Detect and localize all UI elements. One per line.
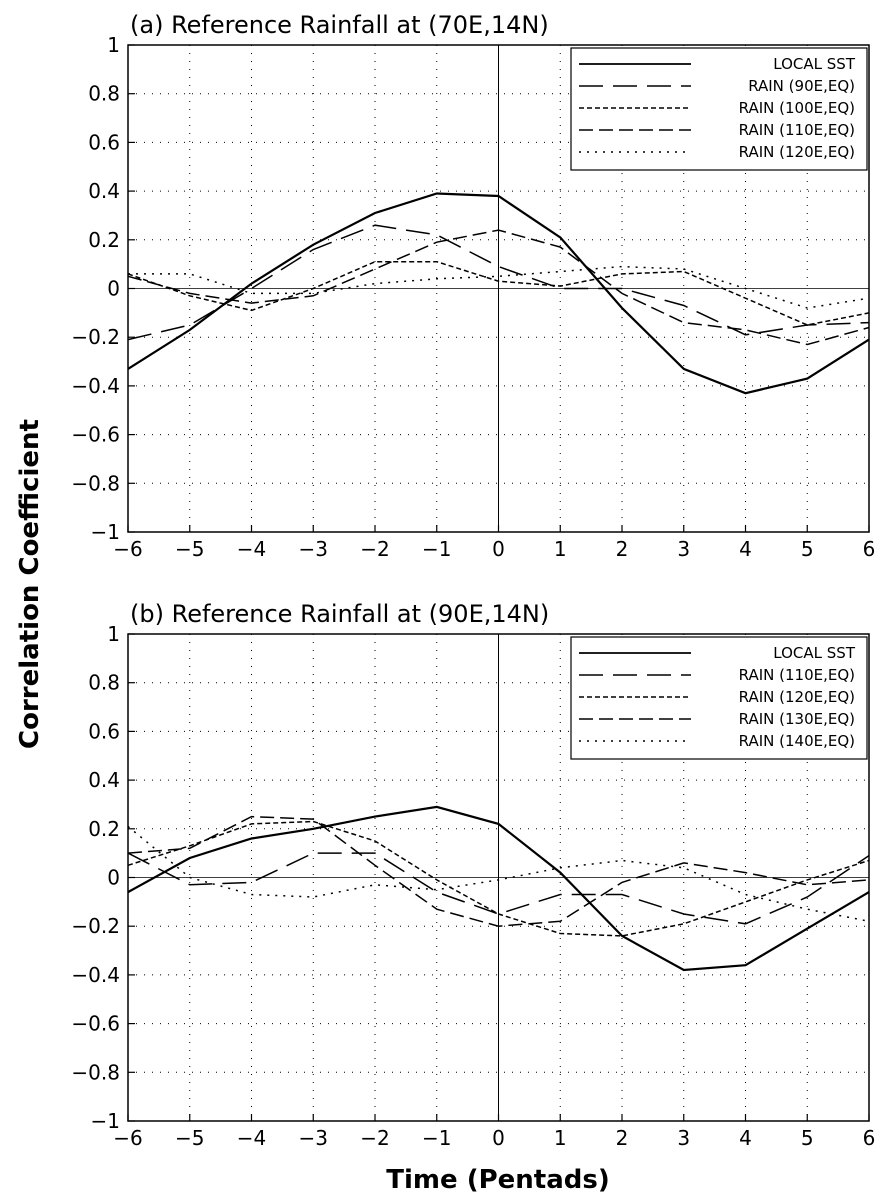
series-line-2	[127, 224, 870, 341]
x-tick-label: 4	[739, 537, 752, 561]
x-tick-label: −3	[299, 537, 328, 561]
legend-label: RAIN (140E,EQ)	[739, 732, 855, 750]
legend-label: RAIN (100E,EQ)	[739, 99, 855, 117]
x-tick-label: −2	[360, 1126, 389, 1150]
y-tick-label: −0.8	[71, 1060, 120, 1084]
x-tick-label: 2	[616, 537, 629, 561]
series-line-4	[127, 815, 870, 927]
y-tick-label: −1	[91, 520, 120, 544]
legend-label: LOCAL SST	[773, 55, 856, 73]
series-line-4	[127, 229, 870, 346]
series-line-3	[127, 260, 870, 326]
x-tick-label: 3	[677, 537, 690, 561]
x-tick-label: −4	[237, 1126, 266, 1150]
x-tick-label: 4	[739, 1126, 752, 1150]
x-axis-title: Time (Pentads)	[386, 1165, 609, 1195]
y-tick-label: 0	[107, 277, 120, 301]
y-tick-label: −0.2	[71, 325, 120, 349]
x-tick-label: 5	[801, 1126, 814, 1150]
y-tick-label: −0.6	[71, 1012, 120, 1036]
series-line-5	[127, 825, 870, 923]
y-tick-label: 0.2	[88, 817, 120, 841]
y-tick-label: 1	[107, 33, 120, 57]
legend-box	[570, 47, 868, 171]
series-line-1	[127, 192, 870, 395]
x-tick-label: −4	[237, 537, 266, 561]
y-tick-label: −0.4	[71, 374, 120, 398]
legend-label: RAIN (90E,EQ)	[748, 77, 855, 95]
panel-a: −6 −5 −4 −3 −2 −1 0 1 2 3 4 5 6 −1 −0.8 −0.6 −0.4 −0.2 0 0.…	[71, 11, 875, 561]
x-tick-label: 5	[801, 537, 814, 561]
y-tick-label: 0.8	[88, 82, 120, 106]
series-line-1	[127, 805, 870, 972]
x-tick-label: 0	[492, 1126, 505, 1150]
x-tick-label: 6	[863, 1126, 875, 1150]
x-tick-label: 3	[677, 1126, 690, 1150]
y-tick-label: 0.4	[88, 179, 120, 203]
x-tick-label: −6	[113, 537, 142, 561]
series-line-2	[127, 852, 870, 925]
y-tick-label: 0.4	[88, 768, 120, 792]
y-axis-title: Correlation Coefficient	[15, 419, 45, 749]
y-tick-label: 0.8	[88, 671, 120, 695]
legend-label: RAIN (110E,EQ)	[739, 666, 855, 684]
y-tick-label: 1	[107, 622, 120, 646]
x-tick-label: −6	[113, 1126, 142, 1150]
y-tick-label: −0.8	[71, 471, 120, 495]
series-line-5	[128, 265, 870, 309]
legend-label: LOCAL SST	[773, 644, 856, 662]
y-tick-label: −0.6	[71, 423, 120, 447]
y-tick-label: 0.6	[88, 719, 120, 743]
x-tick-label: −1	[422, 537, 451, 561]
panel-b: −6 −5 −4 −3 −2 −1 0 1 2 3 4 5 6 −1 −0.8 −0.6 −0.4 −0.2 0 0.…	[71, 600, 875, 1150]
x-tick-label: −5	[175, 537, 204, 561]
y-tick-label: 0.6	[88, 130, 120, 154]
x-tick-label: 1	[554, 537, 567, 561]
x-tick-label: −2	[360, 537, 389, 561]
y-tick-label: −0.2	[71, 914, 120, 938]
x-tick-label: 0	[492, 537, 505, 561]
legend-label: RAIN (110E,EQ)	[739, 121, 855, 139]
y-tick-label: 0.2	[88, 228, 120, 252]
series-line-3	[127, 820, 870, 937]
x-tick-label: 2	[616, 1126, 629, 1150]
x-tick-label: −1	[422, 1126, 451, 1150]
y-tick-label: −0.4	[71, 963, 120, 987]
chart-title: (a) Reference Rainfall at (70E,14N)	[130, 11, 549, 39]
y-tick-label: 0	[107, 866, 120, 890]
legend-label: RAIN (130E,EQ)	[739, 710, 855, 728]
x-tick-label: −3	[299, 1126, 328, 1150]
legend-box	[570, 636, 868, 760]
legend-label: RAIN (120E,EQ)	[739, 688, 855, 706]
x-tick-label: 6	[863, 537, 875, 561]
y-tick-label: −1	[91, 1109, 120, 1133]
x-tick-label: 1	[554, 1126, 567, 1150]
chart-title: (b) Reference Rainfall at (90E,14N)	[130, 600, 549, 628]
x-tick-label: −5	[175, 1126, 204, 1150]
legend-label: RAIN (120E,EQ)	[739, 143, 855, 161]
